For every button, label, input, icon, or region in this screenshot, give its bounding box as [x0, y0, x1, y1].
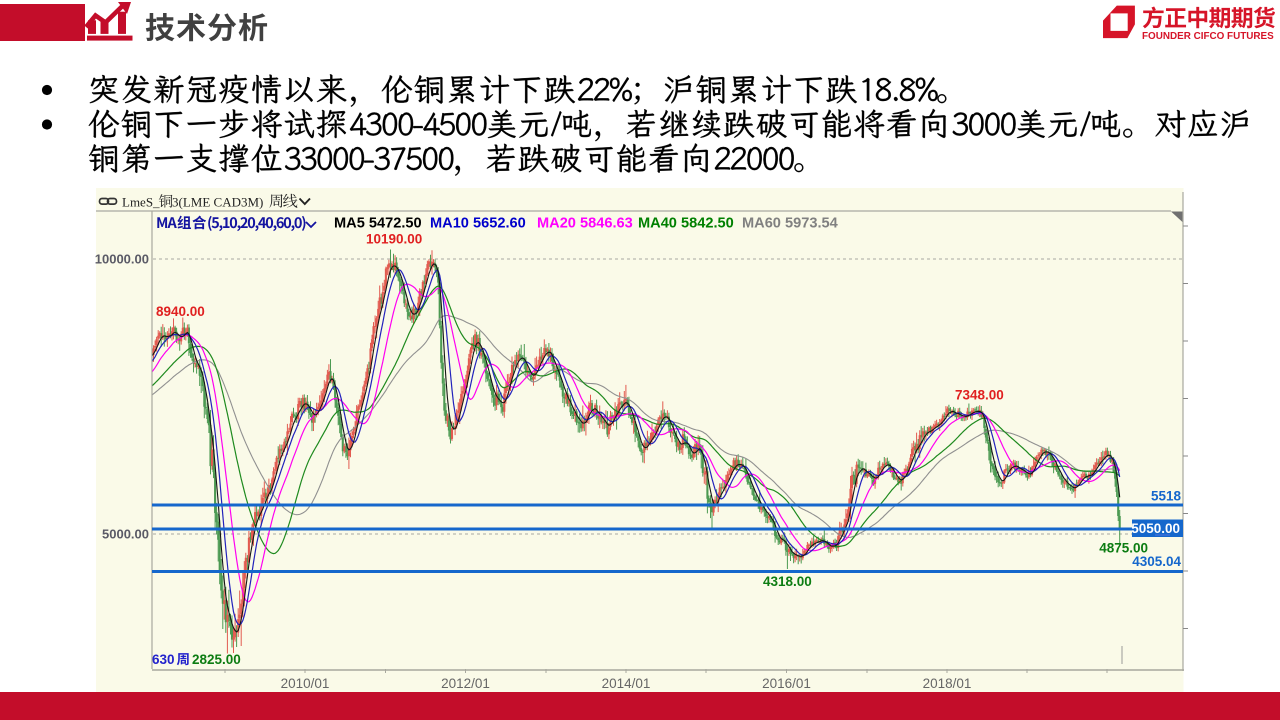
svg-text:5000.00: 5000.00 [102, 527, 149, 542]
svg-text:4875.00: 4875.00 [1099, 541, 1148, 556]
svg-text:5518: 5518 [1151, 489, 1182, 504]
svg-text:MA40 5842.50: MA40 5842.50 [638, 216, 734, 232]
svg-text:2018/01: 2018/01 [923, 676, 972, 691]
svg-text:2012/01: 2012/01 [441, 676, 490, 691]
svg-text:2016/01: 2016/01 [762, 676, 811, 691]
svg-text:2010/01: 2010/01 [281, 676, 330, 691]
svg-text:MA20 5846.63: MA20 5846.63 [537, 216, 633, 232]
svg-text:FOUNDER CIFCO FUTURES: FOUNDER CIFCO FUTURES [1142, 31, 1274, 42]
svg-text:5050.00: 5050.00 [1131, 521, 1180, 536]
svg-text:10000.00: 10000.00 [95, 252, 149, 267]
svg-text:2825.00: 2825.00 [192, 652, 241, 667]
svg-text:8940.00: 8940.00 [156, 304, 205, 319]
svg-text:4305.04: 4305.04 [1132, 554, 1181, 569]
svg-text:7348.00: 7348.00 [955, 388, 1004, 403]
svg-text:630: 630 [152, 652, 175, 667]
svg-text:LmeS_: LmeS_ [122, 195, 160, 210]
svg-text:4318.00: 4318.00 [763, 574, 812, 589]
svg-text:10190.00: 10190.00 [366, 232, 422, 247]
svg-text:2014/01: 2014/01 [602, 676, 651, 691]
svg-text:3(LME CAD3M): 3(LME CAD3M) [172, 195, 263, 210]
svg-text:MA60 5973.54: MA60 5973.54 [742, 216, 839, 232]
svg-text:MA5 5472.50: MA5 5472.50 [334, 216, 422, 232]
svg-text:MA10 5652.60: MA10 5652.60 [430, 216, 526, 232]
